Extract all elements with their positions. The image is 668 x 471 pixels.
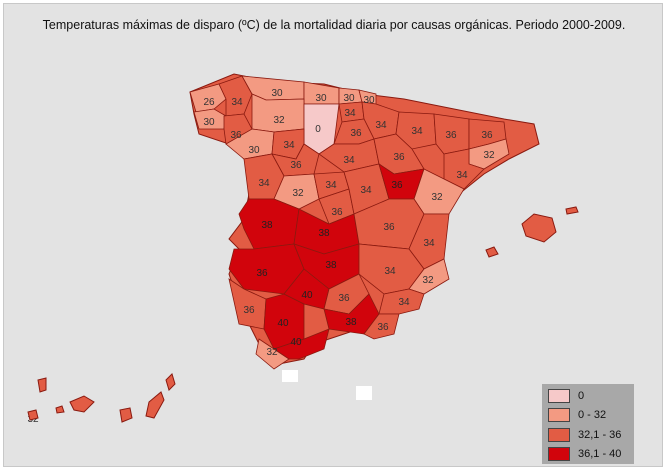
map-title: Temperaturas máximas de disparo (ºC) de …: [42, 18, 626, 32]
province-value-label: 36: [243, 305, 255, 316]
province-value-label: 34: [411, 126, 423, 137]
province-value-label: 36: [445, 130, 457, 141]
province-value-label: 36: [391, 180, 403, 191]
province-value-label: 0: [315, 124, 321, 135]
legend-swatch: [548, 447, 570, 461]
canary-lanzarote: [165, 373, 176, 391]
province-value-label: 30: [315, 93, 327, 104]
legend-label: 32,1 - 36: [578, 429, 622, 441]
province-value-label: 36: [338, 293, 350, 304]
province-alicante: [408, 258, 450, 295]
province-value-label: 40: [290, 337, 302, 348]
province-value-label: 36: [481, 130, 493, 141]
legend-label: 0 - 32: [578, 409, 607, 421]
province-value-label: 36: [256, 268, 268, 279]
province-value-label: 36: [331, 207, 343, 218]
province-value-label: 32: [422, 275, 434, 286]
province-almer-a: [363, 313, 400, 340]
province-value-label: 30: [203, 117, 215, 128]
legend-label: 36,1 - 40: [578, 448, 622, 460]
province-value-label: 34: [325, 180, 337, 191]
canary-lapalma: [37, 377, 47, 393]
province-value-label: 32: [273, 115, 285, 126]
legend-swatch: [548, 389, 570, 403]
province-value-label: 32: [266, 347, 278, 358]
legend-swatch: [548, 408, 570, 422]
legend-swatch: [548, 428, 570, 442]
province-value-label: 38: [261, 220, 273, 231]
legend-row: 32,1 - 36: [548, 428, 634, 444]
province-value-label: 40: [301, 290, 313, 301]
province-value-label: 34: [343, 155, 355, 166]
province-value-label: 38: [318, 228, 330, 239]
province-value-label: 34: [231, 97, 243, 108]
province-huesca: [395, 111, 437, 150]
province-value-label: 30: [363, 95, 375, 106]
canary-grancanaria: [119, 407, 133, 423]
canary-elhierro: [27, 409, 39, 421]
province-value-label: 30: [343, 93, 355, 104]
province-value-label: 34: [456, 170, 468, 181]
legend: 0 0 - 32 32,1 - 36 36,1 - 40: [542, 384, 634, 464]
melilla-box: [356, 386, 372, 400]
province-value-label: 34: [375, 120, 387, 131]
province-value-label: 34: [398, 297, 410, 308]
canary-lagomera: [55, 405, 65, 414]
province-value-label: 38: [345, 317, 357, 328]
province--vila: [273, 173, 320, 210]
province-value-label: 40: [277, 318, 289, 329]
balearic-mallorca: [521, 213, 557, 243]
province-value-label: 36: [377, 322, 389, 333]
balearic-ibiza: [485, 246, 499, 258]
province-value-label: 34: [344, 108, 356, 119]
province-value-label: 34: [384, 266, 396, 277]
province-value-label: 26: [203, 97, 215, 108]
province-value-label: 32: [431, 192, 443, 203]
province-value-label: 36: [383, 222, 395, 233]
province-value-label: 34: [360, 185, 372, 196]
canary-tenerife: [69, 395, 95, 413]
map-frame: Temperaturas máximas de disparo (ºC) de …: [3, 3, 663, 467]
province-m-laga: [273, 328, 330, 360]
legend-row: 0: [548, 389, 634, 405]
province-value-label: 32: [483, 150, 495, 161]
balearic-menorca: [565, 206, 579, 215]
legend-row: 0 - 32: [548, 408, 634, 424]
province-value-label: 38: [325, 260, 337, 271]
province-c-diz: [255, 338, 290, 370]
legend-label: 0: [578, 390, 585, 402]
legend-row: 36,1 - 40: [548, 447, 634, 463]
province-value-label: 30: [248, 145, 260, 156]
province-le-n: [251, 93, 305, 133]
province-value-label: 36: [350, 128, 362, 139]
province-value-label: 30: [271, 88, 283, 99]
province-value-label: 34: [423, 238, 435, 249]
province-value-label: 34: [283, 140, 295, 151]
ceuta-box: [282, 370, 298, 382]
province-a-coru-a: [189, 83, 227, 113]
province-value-label: 34: [258, 178, 270, 189]
province-value-label: 36: [230, 130, 242, 141]
canary-fuerteventura: [145, 391, 165, 419]
province-value-label: 36: [290, 160, 302, 171]
province-value-label: 32: [292, 188, 304, 199]
province-value-label: 36: [393, 152, 405, 163]
